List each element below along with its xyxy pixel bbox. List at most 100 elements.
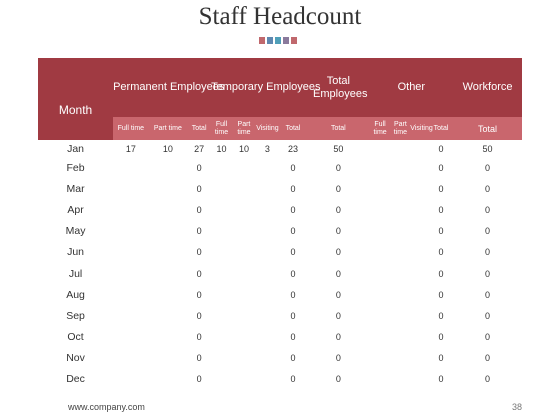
subheader-cell: Part time [231,117,256,140]
value-cell [113,369,148,390]
table-row: Oct 0 0 0 0 0 [38,327,522,348]
value-cell: 0 [290,247,296,258]
table-row: Sep 0 0 0 0 0 [38,305,522,326]
table-row: May 0 0 0 0 0 [38,221,522,242]
value-cell [410,369,429,390]
value-cell: 0 [196,353,202,364]
value-cell [410,157,429,178]
value-cell [113,284,148,305]
value-cell: 0 [438,143,444,154]
value-cell [232,178,256,199]
value-cell [113,199,148,220]
value-cell: 0 [485,374,491,385]
subheader-cell: Total [187,117,212,140]
value-cell: 10 [216,143,227,154]
value-cell [256,178,279,199]
value-cell: 0 [290,204,296,215]
value-cell: 10 [162,143,173,154]
value-cell [211,221,232,242]
value-cell: 0 [290,310,296,321]
value-cell: 0 [196,374,202,385]
value-cell [370,305,391,326]
value-cell [211,178,232,199]
value-cell [232,284,256,305]
value-cell: 0 [290,374,296,385]
value-cell [370,263,391,284]
month-cell: Oct [67,331,84,344]
value-cell [211,305,232,326]
value-cell: 0 [335,289,341,300]
decoration-square [291,37,297,44]
value-cell: 0 [196,247,202,258]
value-cell: 0 [290,226,296,237]
value-cell [232,199,256,220]
value-cell [410,242,429,263]
month-cell: Jun [67,246,85,259]
value-cell: 17 [125,143,136,154]
value-cell [390,140,410,157]
value-cell [149,284,188,305]
value-cell: 3 [264,143,270,154]
value-cell [370,369,391,390]
header-other: Other [369,58,454,117]
value-cell: 0 [196,289,202,300]
value-cell [390,327,410,348]
value-cell: 0 [438,310,444,321]
value-cell [370,199,391,220]
value-cell [370,140,391,157]
month-cell: Feb [66,161,85,174]
month-cell: May [65,225,86,238]
month-cell: Aug [66,288,85,301]
value-cell [149,369,188,390]
value-cell [390,305,410,326]
month-cell: Apr [67,203,84,216]
subheader-cell: Visiting [410,117,433,140]
value-cell: 0 [290,353,296,364]
value-cell: 0 [335,226,341,237]
value-cell [390,263,410,284]
value-cell [410,327,429,348]
value-cell [149,221,188,242]
value-cell [149,305,188,326]
value-cell [370,284,391,305]
header-permanent: Permanent Employees [113,58,224,117]
footer-website: www.company.com [68,402,145,412]
value-cell [211,263,232,284]
value-cell: 0 [196,204,202,215]
value-cell [149,327,188,348]
value-cell [390,348,410,369]
month-cell: Mar [66,182,85,195]
subheader-cell: Total [278,117,308,140]
value-cell [149,178,188,199]
value-cell: 0 [196,183,202,194]
decoration-square [283,37,289,44]
value-cell [370,242,391,263]
value-cell [390,242,410,263]
value-cell [211,242,232,263]
title-decoration [259,37,297,44]
table-row: Feb 0 0 0 0 0 [38,157,522,178]
value-cell [390,221,410,242]
header-temporary: Temporary Employees [211,58,321,117]
table-row: Aug 0 0 0 0 0 [38,284,522,305]
subheader-cell: Full time [211,117,232,140]
value-cell [232,305,256,326]
table-row: Nov 0 0 0 0 0 [38,348,522,369]
subheader-cell: Total [453,117,522,140]
value-cell [256,157,279,178]
value-cell [256,327,279,348]
value-cell: 0 [196,162,202,173]
month-cell: Jan [67,142,85,155]
value-cell: 0 [335,247,341,258]
value-cell: 0 [335,204,341,215]
value-cell: 0 [196,332,202,343]
value-cell [149,242,188,263]
value-cell [410,263,429,284]
table-row: Jun 0 0 0 0 0 [38,242,522,263]
value-cell: 0 [335,374,341,385]
value-cell [256,263,279,284]
month-cell: Sep [66,309,85,322]
value-cell: 0 [438,247,444,258]
header-month: Month [38,58,114,140]
value-cell [410,178,429,199]
